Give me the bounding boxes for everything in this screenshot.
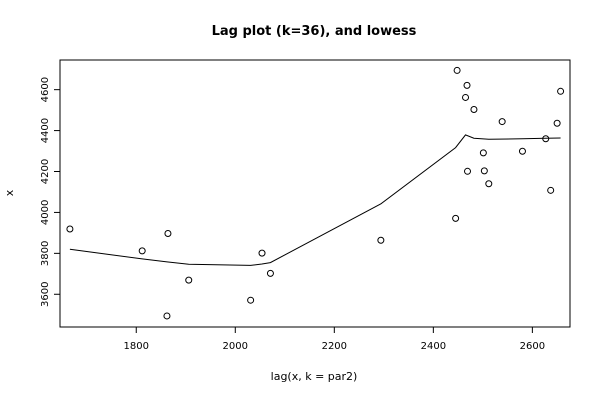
data-point xyxy=(480,167,488,175)
data-point xyxy=(479,149,487,157)
chart-title: Lag plot (k=36), and lowess xyxy=(212,24,417,39)
data-point xyxy=(464,167,472,175)
x-tick-label: 2000 xyxy=(223,341,248,352)
data-point xyxy=(266,269,274,277)
lowess-curve xyxy=(69,134,561,266)
data-point xyxy=(258,249,266,257)
data-point xyxy=(66,225,74,233)
data-point xyxy=(138,247,146,255)
y-tick-label: 4000 xyxy=(40,200,51,225)
data-point xyxy=(498,118,506,126)
scatter-points xyxy=(66,66,565,320)
data-point xyxy=(553,119,561,127)
data-point xyxy=(377,236,385,244)
x-tick-label: 2600 xyxy=(520,341,545,352)
data-point xyxy=(518,147,526,155)
y-tick-label: 4600 xyxy=(40,77,51,102)
x-tick-label: 2200 xyxy=(322,341,347,352)
x-tick-label: 2400 xyxy=(421,341,446,352)
y-tick-label: 3800 xyxy=(40,241,51,266)
y-axis-label: x xyxy=(3,189,16,196)
data-point xyxy=(547,186,555,194)
data-point xyxy=(185,276,193,284)
data-point xyxy=(164,229,172,237)
data-point xyxy=(470,106,478,114)
x-axis: 1800 2000 2200 2400 2600 xyxy=(124,327,545,352)
data-point xyxy=(557,87,565,95)
x-axis-label: lag(x, k = par2) xyxy=(271,370,358,383)
data-point xyxy=(463,81,471,89)
data-point xyxy=(452,214,460,222)
y-axis: 3600 3800 4000 4200 4400 4600 xyxy=(40,77,60,307)
y-tick-label: 4400 xyxy=(40,118,51,143)
data-point xyxy=(163,312,171,320)
data-point xyxy=(453,66,461,74)
data-point xyxy=(485,180,493,188)
plot-frame xyxy=(59,59,571,328)
data-point xyxy=(247,296,255,304)
y-tick-label: 3600 xyxy=(40,282,51,307)
data-point xyxy=(542,135,550,143)
y-tick-label: 4200 xyxy=(40,159,51,184)
x-tick-label: 1800 xyxy=(124,341,149,352)
data-point xyxy=(462,93,470,101)
